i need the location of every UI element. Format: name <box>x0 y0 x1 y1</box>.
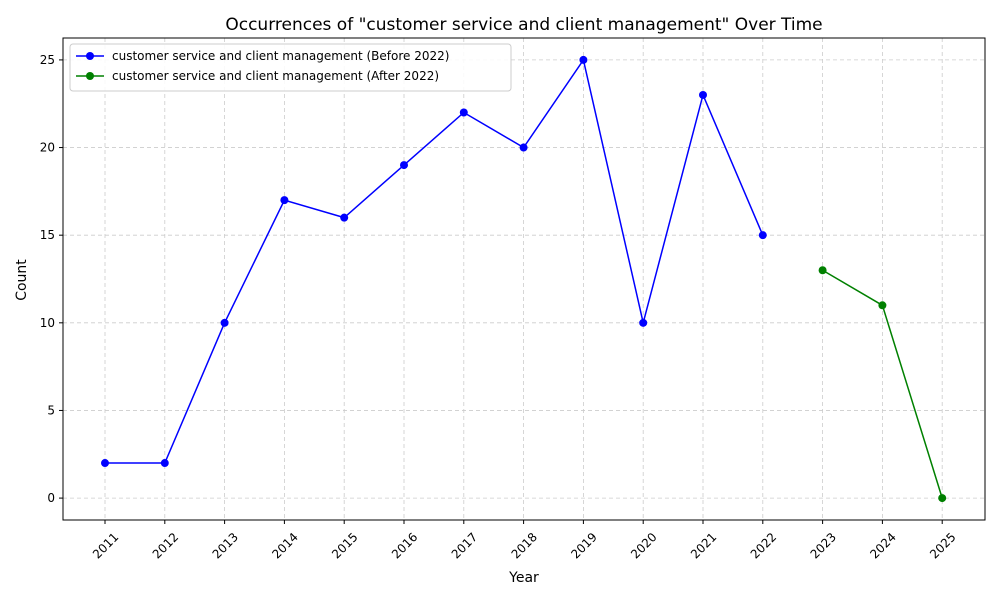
data-point <box>878 301 887 310</box>
chart-title: Occurrences of "customer service and cli… <box>225 15 822 35</box>
y-axis-ticks: 0 5 10 15 20 25 <box>40 53 63 505</box>
data-point <box>459 108 468 117</box>
data-point <box>519 143 528 152</box>
legend-marker <box>86 72 94 80</box>
data-point <box>938 494 947 503</box>
data-point <box>639 318 648 327</box>
data-series <box>101 55 947 503</box>
data-point <box>579 55 588 64</box>
data-point <box>340 213 349 222</box>
y-tick-label: 5 <box>47 403 55 417</box>
grid-lines <box>63 38 985 520</box>
y-axis-label: Count <box>14 259 30 301</box>
legend-label: customer service and client management (… <box>112 69 439 83</box>
y-tick-label: 15 <box>40 228 55 242</box>
y-tick-label: 25 <box>40 53 55 67</box>
y-tick-label: 0 <box>47 491 55 505</box>
legend-label: customer service and client management (… <box>112 49 449 63</box>
data-point <box>160 459 169 468</box>
data-point <box>818 266 827 275</box>
legend-box <box>69 43 512 92</box>
data-point <box>101 459 109 468</box>
data-point <box>280 196 289 205</box>
y-tick-label: 10 <box>40 316 55 330</box>
data-point <box>699 90 707 99</box>
legend-marker <box>86 52 94 60</box>
x-axis-label: Year <box>508 570 539 586</box>
data-point <box>220 318 229 327</box>
legend: customer service and client management (… <box>69 43 512 92</box>
series-line <box>105 58 764 464</box>
y-tick-label: 20 <box>40 141 55 155</box>
data-point <box>758 231 767 240</box>
data-point <box>400 161 408 170</box>
